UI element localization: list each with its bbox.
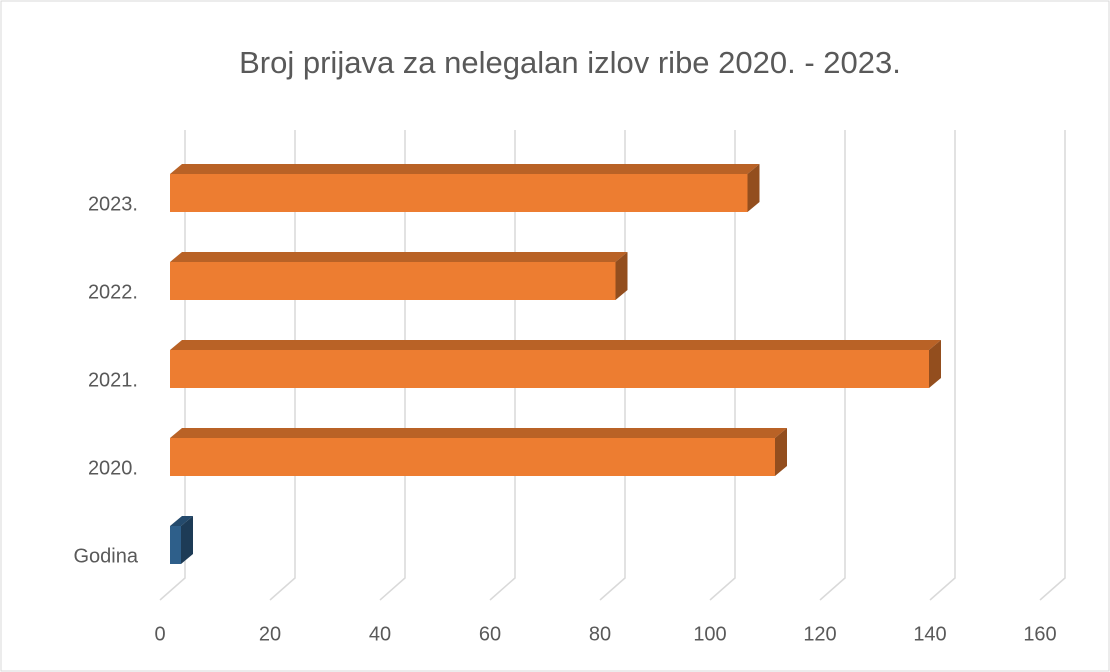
y-tick-label: 2022. [88, 281, 138, 303]
chart-title: Broj prijava za nelegalan izlov ribe 202… [239, 45, 901, 80]
y-tick-label: 2023. [88, 193, 138, 215]
bar [170, 526, 181, 564]
bar-side [747, 164, 760, 212]
x-tick-label: 60 [479, 623, 501, 645]
bar [170, 438, 775, 476]
x-tick-label: 120 [803, 623, 836, 645]
x-tick-label: 20 [259, 623, 281, 645]
bar-side [615, 252, 628, 300]
x-tick-label: 100 [693, 623, 726, 645]
bar [170, 174, 748, 212]
bar [170, 350, 929, 388]
grid-line [819, 130, 846, 601]
grid-line [1039, 130, 1066, 601]
y-tick-label: Godina [74, 545, 139, 567]
x-tick-label: 140 [913, 623, 946, 645]
x-tick-label: 160 [1023, 623, 1056, 645]
bar [170, 262, 616, 300]
y-tick-label: 2020. [88, 457, 138, 479]
bar-side [775, 428, 787, 476]
grid-line [709, 130, 736, 601]
bar-top [170, 252, 628, 262]
bar-top [170, 340, 941, 350]
x-tick-label: 0 [154, 623, 165, 645]
bar-top [170, 428, 787, 438]
bar-side [929, 340, 941, 388]
grid-line [929, 130, 956, 601]
x-tick-label: 80 [589, 623, 611, 645]
bar-side [181, 516, 193, 564]
bar-top [170, 516, 193, 526]
x-tick-label: 40 [369, 623, 391, 645]
bar-top [170, 164, 760, 174]
y-tick-label: 2021. [88, 369, 138, 391]
